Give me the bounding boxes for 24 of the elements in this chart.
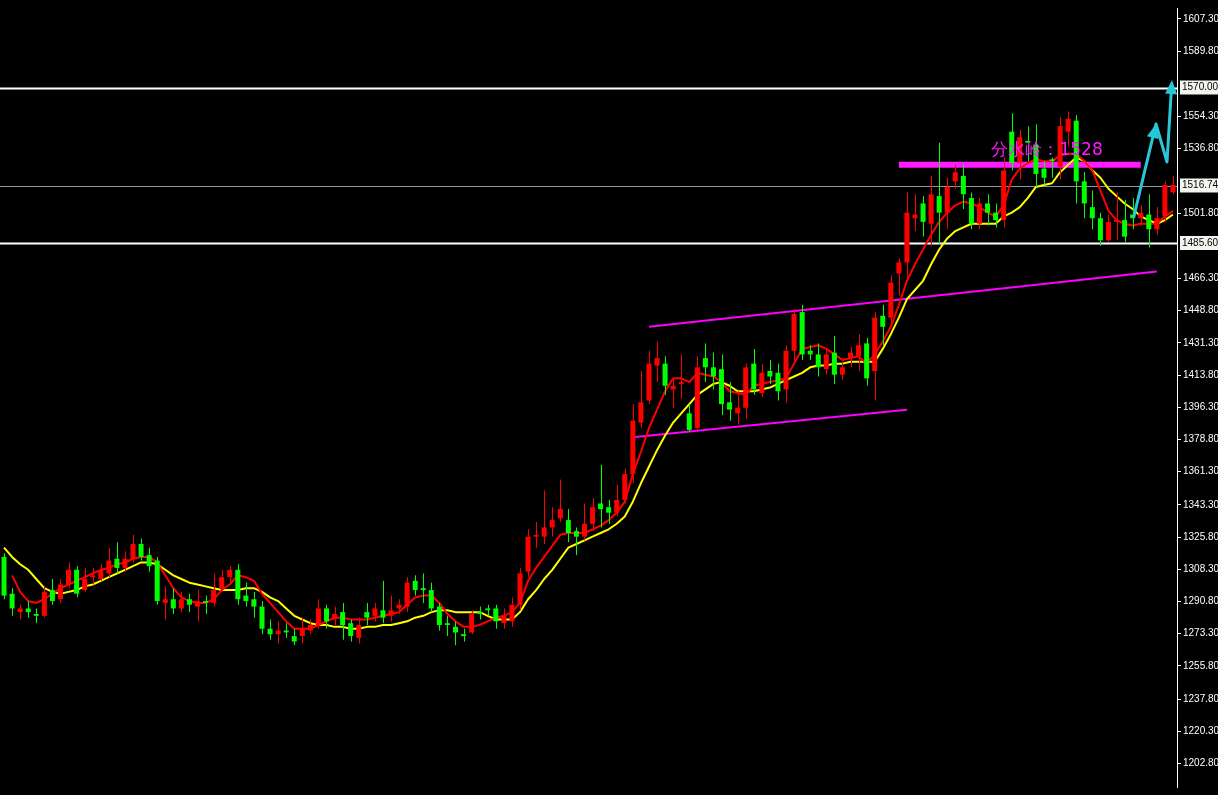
y-tick-label: 1220.30 xyxy=(1183,724,1218,736)
y-tick-label: 1466.30 xyxy=(1183,272,1218,284)
ref-line-label: 1516.74 xyxy=(1182,179,1218,191)
ref-line-label: 1570.00 xyxy=(1182,81,1218,93)
y-tick-label: 1325.80 xyxy=(1183,530,1218,542)
y-tick-label: 1378.80 xyxy=(1183,433,1218,445)
y-tick-label: 1431.30 xyxy=(1183,336,1218,348)
y-tick-label: 1448.80 xyxy=(1183,304,1218,316)
y-tick-label: 1607.30 xyxy=(1183,12,1218,24)
y-tick-label: 1361.30 xyxy=(1183,465,1218,477)
y-tick-label: 1255.80 xyxy=(1183,659,1218,671)
y-tick-label: 1343.30 xyxy=(1183,498,1218,510)
y-tick-label: 1413.80 xyxy=(1183,368,1218,380)
y-tick-label: 1501.80 xyxy=(1183,206,1218,218)
ref-line-label: 1485.60 xyxy=(1182,236,1218,248)
y-tick-label: 1589.80 xyxy=(1183,44,1218,56)
y-tick-label: 1554.30 xyxy=(1183,110,1218,122)
y-tick-label: 1237.80 xyxy=(1183,692,1218,704)
y-tick-label: 1396.30 xyxy=(1183,401,1218,413)
y-tick-label: 1290.80 xyxy=(1183,595,1218,607)
y-tick-label: 1536.80 xyxy=(1183,142,1218,154)
y-tick-label: 1273.30 xyxy=(1183,627,1218,639)
y-tick-label: 1308.30 xyxy=(1183,562,1218,574)
y-tick-label: 1202.80 xyxy=(1183,757,1218,769)
